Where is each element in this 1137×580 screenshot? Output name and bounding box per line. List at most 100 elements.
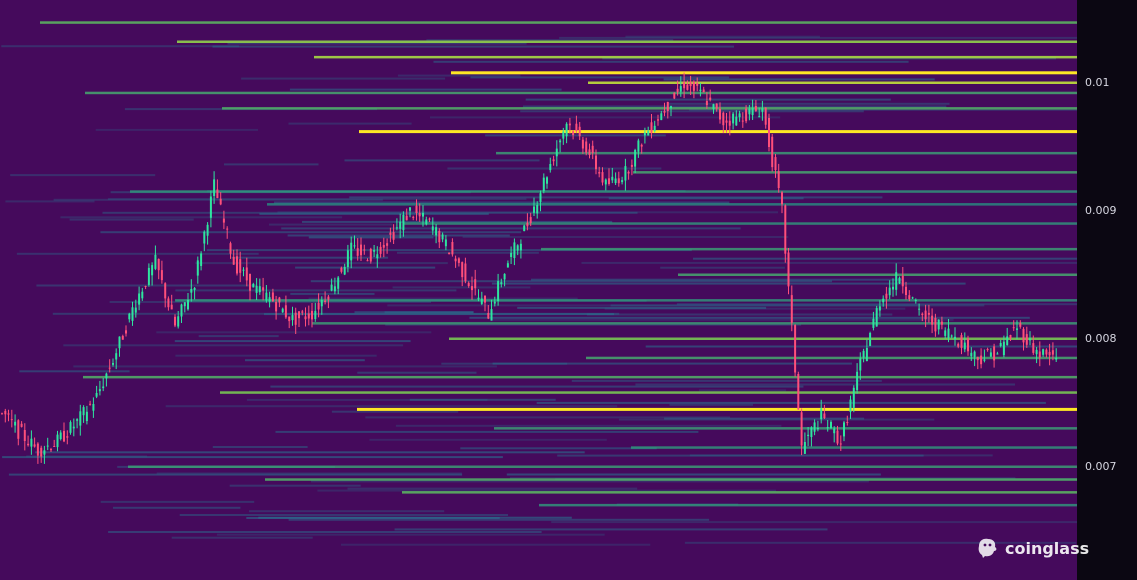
candle-body	[262, 287, 265, 291]
candle-body	[973, 351, 976, 357]
candle-body	[1016, 328, 1018, 330]
candle-body	[369, 248, 372, 262]
candle-body	[43, 450, 46, 455]
candle-body	[363, 249, 366, 251]
candle-body	[405, 215, 408, 221]
candle-body	[774, 157, 777, 170]
candle-body	[999, 343, 1002, 346]
candle-body	[10, 419, 13, 421]
candle-body	[692, 81, 695, 91]
candle-body	[937, 319, 940, 330]
candle-body	[167, 298, 170, 308]
candle-body	[480, 298, 483, 304]
liquidity-band-faint	[109, 301, 431, 303]
liquidity-band-faint	[179, 514, 508, 516]
liquidity-band-faint	[241, 77, 446, 80]
candle-body	[1025, 334, 1028, 345]
liquidity-level	[220, 391, 1077, 394]
candle-body	[970, 352, 973, 357]
candle-body	[745, 108, 748, 122]
candle-body	[585, 141, 588, 153]
candle-body	[833, 428, 836, 434]
candle-body	[415, 205, 418, 213]
liquidity-band-faint	[8, 473, 463, 476]
candle-body	[50, 449, 52, 451]
candle-body	[777, 171, 780, 188]
candle-body	[921, 313, 924, 315]
candle-body	[859, 358, 862, 371]
liquidity-level	[314, 55, 1077, 59]
candle-body	[409, 207, 411, 211]
candle-body	[115, 353, 118, 360]
liquidity-band-faint	[586, 313, 893, 316]
candle-body	[1009, 335, 1012, 338]
candle-body	[490, 309, 493, 321]
candle-body	[931, 315, 934, 325]
liquidity-band-faint	[344, 159, 540, 162]
candle-body	[533, 206, 535, 213]
liquidity-level	[496, 151, 1077, 155]
candle-body	[314, 310, 317, 319]
liquidity-level	[541, 247, 1077, 251]
candle-body	[663, 110, 666, 113]
candle-body	[598, 172, 601, 174]
liquidity-band-faint	[557, 454, 924, 457]
liquidity-band-faint	[259, 212, 489, 215]
candle-body	[516, 245, 519, 251]
candle-body	[914, 300, 917, 301]
candle-body	[927, 312, 930, 315]
candle-body	[89, 403, 92, 405]
liquidity-level	[267, 203, 1077, 206]
liquidity-band-faint	[281, 227, 741, 230]
liquidity-band-faint	[604, 307, 906, 310]
candle-body	[343, 267, 346, 275]
liquidity-band-faint	[156, 331, 432, 334]
candle-body	[350, 242, 353, 261]
liquidity-band-faint	[249, 510, 445, 513]
liquidity-band-faint	[2, 456, 503, 459]
candle-body	[353, 245, 356, 247]
liquidity-band-faint	[392, 286, 531, 289]
candle-body	[216, 189, 219, 198]
liquidity-level	[633, 171, 1077, 174]
candle-body	[924, 310, 927, 320]
candle-body	[689, 82, 692, 87]
liquidity-band-faint	[409, 398, 556, 401]
candle-body	[399, 221, 402, 229]
candle-body	[1022, 328, 1025, 343]
candle-body	[950, 335, 953, 337]
candle-body	[820, 408, 823, 420]
candle-body	[660, 113, 663, 121]
candle-body	[513, 242, 516, 258]
liquidity-band-faint	[520, 110, 864, 113]
liquidity-level	[494, 427, 1077, 430]
candle-body	[92, 404, 95, 411]
candle-body	[1002, 341, 1005, 356]
liquidity-band-faint	[689, 454, 993, 457]
coinglass-logo: coinglass	[975, 536, 1089, 560]
liquidity-band-faint	[289, 88, 562, 91]
candle-body	[676, 88, 679, 92]
liquidity-band-faint	[347, 487, 638, 490]
liquidity-band-faint	[156, 472, 462, 475]
candle-body	[872, 318, 875, 328]
candle-body	[555, 148, 558, 157]
liquidity-band-faint	[63, 344, 404, 347]
liquidity-band-faint	[295, 266, 436, 269]
candle-body	[771, 136, 774, 168]
liquidity-band-faint	[16, 252, 259, 255]
candle-body	[467, 282, 470, 286]
candle-body	[454, 258, 457, 262]
candle-body	[53, 446, 56, 447]
liquidity-band-faint	[73, 365, 497, 368]
liquidity-band-faint	[5, 200, 95, 203]
liquidity-band-faint	[331, 410, 459, 413]
candle-body	[781, 192, 783, 205]
candle-body	[787, 252, 790, 287]
candle-body	[121, 336, 124, 340]
candle-body	[219, 198, 222, 205]
candle-body	[151, 265, 154, 276]
liquidity-band-faint	[384, 311, 473, 314]
candle-body	[608, 178, 610, 184]
candle-body	[722, 112, 725, 126]
